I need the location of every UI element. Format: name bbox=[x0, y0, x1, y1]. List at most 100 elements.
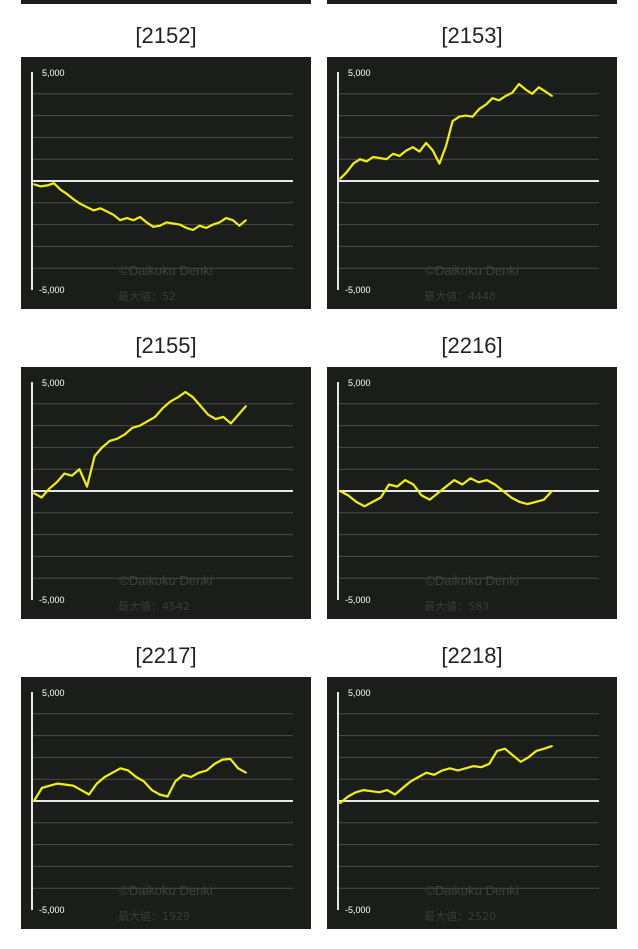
data-point bbox=[405, 149, 408, 152]
data-point bbox=[534, 501, 537, 503]
y-tick-label: -5,000 bbox=[345, 905, 371, 915]
data-point bbox=[185, 227, 188, 229]
data-point bbox=[433, 773, 436, 776]
data-point bbox=[245, 771, 247, 774]
data-point bbox=[472, 765, 475, 767]
chart-panel: ©Daikoku Denki 最大値：1929 5,000 -5,000 bbox=[21, 677, 311, 929]
data-point bbox=[347, 795, 349, 798]
data-point bbox=[347, 494, 350, 497]
data-point bbox=[551, 745, 553, 747]
data-point bbox=[372, 156, 374, 158]
data-point bbox=[441, 769, 443, 772]
data-point bbox=[488, 763, 491, 765]
chart-card: [2153] ©Daikoku Denki 最大値：4448 5,000 -5,000 bbox=[327, 15, 617, 309]
data-point bbox=[370, 790, 373, 793]
data-point bbox=[103, 776, 106, 778]
data-point bbox=[161, 407, 164, 410]
data-point bbox=[526, 503, 529, 505]
data-point bbox=[398, 155, 401, 157]
chart-svg: ©Daikoku Denki 最大値：4448 5,000 -5,000 bbox=[337, 68, 599, 303]
data-point bbox=[41, 787, 43, 789]
data-point bbox=[392, 152, 394, 155]
chart-card: [2155] ©Daikoku Denki 最大値：4542 5,000 -5,000 bbox=[21, 325, 311, 619]
data-point bbox=[55, 481, 58, 484]
data-point bbox=[101, 446, 103, 449]
y-tick-label: -5,000 bbox=[39, 905, 65, 915]
data-point bbox=[378, 791, 381, 794]
data-point bbox=[339, 802, 341, 805]
data-point bbox=[461, 483, 464, 486]
data-point bbox=[401, 787, 404, 789]
data-point bbox=[166, 795, 169, 798]
data-point bbox=[127, 769, 130, 772]
data-point bbox=[33, 492, 35, 495]
data-point bbox=[63, 472, 66, 475]
data-point bbox=[92, 209, 95, 212]
watermark-text: ©Daikoku Denki bbox=[119, 573, 213, 588]
data-point bbox=[464, 767, 467, 770]
data-point bbox=[86, 206, 88, 209]
data-point bbox=[106, 210, 108, 213]
data-point bbox=[88, 793, 90, 796]
chart-title: [2155] bbox=[135, 333, 197, 358]
y-tick-label: 5,000 bbox=[348, 68, 371, 78]
data-point bbox=[182, 773, 185, 776]
data-point bbox=[205, 227, 208, 229]
data-point bbox=[152, 225, 155, 228]
data-point bbox=[511, 754, 514, 757]
data-point bbox=[238, 224, 241, 227]
data-point bbox=[93, 455, 96, 457]
data-point bbox=[379, 496, 382, 499]
chart-svg: ©Daikoku Denki 最大値：52 5,000 -5,000 bbox=[31, 68, 293, 303]
data-point bbox=[542, 498, 545, 501]
data-point bbox=[222, 416, 225, 418]
data-point bbox=[339, 490, 341, 492]
data-point bbox=[177, 396, 179, 399]
data-point bbox=[412, 146, 414, 149]
data-point bbox=[537, 86, 540, 89]
data-point bbox=[214, 418, 217, 420]
data-point bbox=[551, 95, 553, 97]
max-value-label: 最大値：583 bbox=[424, 599, 489, 613]
data-point bbox=[385, 158, 388, 161]
data-point bbox=[465, 114, 467, 117]
data-point bbox=[425, 142, 427, 144]
watermark-text: ©Daikoku Denki bbox=[425, 573, 519, 588]
data-point bbox=[159, 224, 161, 227]
data-point bbox=[218, 221, 221, 224]
watermark-text: ©Daikoku Denki bbox=[119, 883, 213, 898]
watermark-text: ©Daikoku Denki bbox=[425, 883, 519, 898]
data-point bbox=[178, 223, 181, 226]
chart-title: [2153] bbox=[441, 23, 503, 48]
data-point bbox=[394, 793, 396, 796]
data-point bbox=[417, 776, 420, 778]
data-point bbox=[229, 758, 232, 760]
data-point bbox=[504, 95, 507, 97]
data-point bbox=[33, 183, 35, 186]
chart-panel: ©Daikoku Denki 最大値：52 5,000 -5,000 bbox=[21, 57, 311, 309]
data-point bbox=[469, 477, 472, 480]
chart-card: [2218] ©Daikoku Denki 最大値：2520 5,000 -5,000 bbox=[327, 635, 617, 929]
data-point bbox=[388, 483, 390, 486]
data-point bbox=[71, 474, 73, 477]
data-point bbox=[359, 158, 361, 161]
data-point bbox=[150, 789, 153, 791]
data-point bbox=[46, 184, 49, 187]
data-point bbox=[190, 776, 192, 778]
data-point bbox=[445, 145, 447, 147]
data-point bbox=[112, 213, 115, 216]
data-point bbox=[221, 758, 224, 761]
data-point bbox=[502, 490, 504, 492]
y-tick-label: -5,000 bbox=[39, 285, 65, 295]
data-point bbox=[425, 771, 428, 774]
max-value-label: 最大値：4542 bbox=[118, 599, 190, 613]
data-point bbox=[231, 219, 234, 222]
data-point bbox=[165, 221, 168, 224]
data-point bbox=[207, 413, 210, 416]
data-point bbox=[131, 426, 134, 429]
data-point bbox=[551, 490, 553, 492]
data-point bbox=[371, 501, 374, 503]
data-point bbox=[56, 782, 59, 785]
data-point bbox=[471, 115, 474, 118]
series-line bbox=[339, 82, 553, 180]
